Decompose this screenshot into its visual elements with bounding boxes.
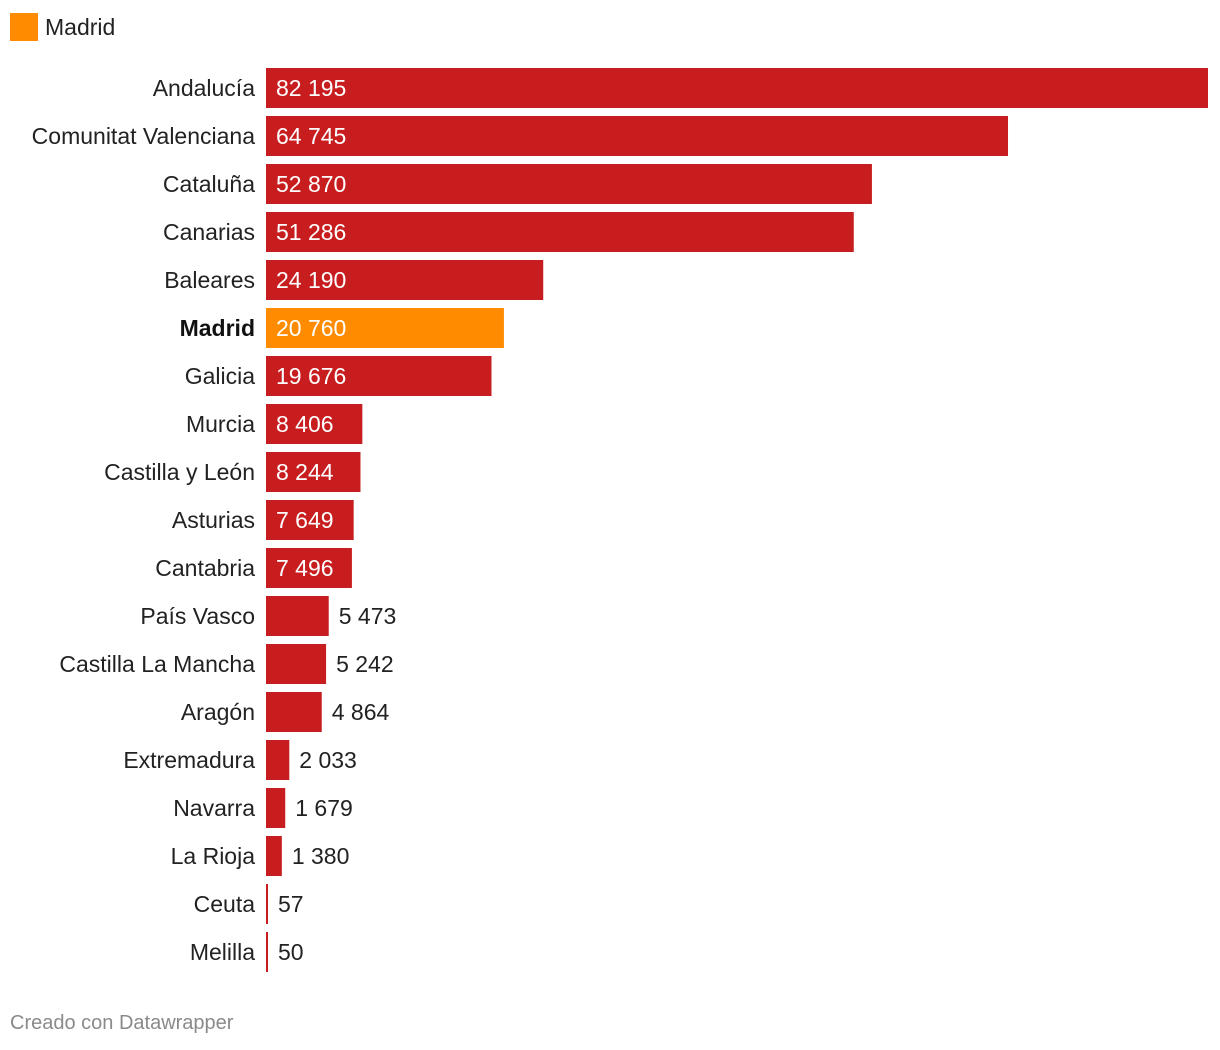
bar-3 [266,212,854,252]
bar-9 [266,500,354,540]
value-label: 19 676 [276,363,346,389]
value-label: 4 864 [332,699,390,725]
footer-credit[interactable]: Creado con Datawrapper [10,1012,234,1034]
bar-1 [266,116,1009,156]
bar-12 [266,644,327,684]
value-label: 52 870 [276,171,346,197]
value-label: 7 649 [276,507,334,533]
value-label: 2 033 [299,747,357,773]
bar-18 [266,932,268,972]
bar-14 [266,740,290,780]
category-label: La Rioja [171,843,256,869]
bar-chart: Andalucía 82 195 Comunitat Valenciana 64 74… [32,68,1208,972]
category-label: Cantabria [155,555,255,581]
value-label: 8 406 [276,411,334,437]
category-label: Navarra [173,795,255,821]
category-label: País Vasco [140,603,255,629]
value-label: 1 679 [295,795,353,821]
value-label: 1 380 [292,843,350,869]
category-label: Ceuta [194,891,256,917]
value-label: 57 [278,891,304,917]
category-label: Melilla [190,939,255,965]
bar-7 [266,404,363,444]
value-label: 8 244 [276,459,334,485]
bar-16 [266,836,282,876]
bar-11 [266,596,329,636]
value-label: 5 242 [336,651,394,677]
bar-13 [266,692,322,732]
category-label: Extremadura [123,747,255,773]
value-label: 50 [278,939,304,965]
value-label: 5 473 [339,603,397,629]
bar-10 [266,548,352,588]
bar-4 [266,260,544,300]
bar-17 [266,884,268,924]
legend: Madrid [10,12,115,42]
value-label: 51 286 [276,219,346,245]
category-label: Murcia [186,411,255,437]
value-label: 82 195 [276,75,346,101]
legend-swatch [10,13,38,41]
bar-0 [266,68,1208,108]
category-label: Asturias [172,507,255,533]
category-label: Castilla y León [104,459,255,485]
value-label: 7 496 [276,555,334,581]
bar-6 [266,356,492,396]
value-label: 64 745 [276,123,346,149]
category-label: Cataluña [163,171,255,197]
value-label: 24 190 [276,267,346,293]
value-label: 20 760 [276,315,346,341]
bar-2 [266,164,872,204]
bar-15 [266,788,286,828]
category-label: Galicia [185,363,256,389]
legend-label: Madrid [45,13,116,40]
category-label: Andalucía [153,75,256,101]
category-label: Comunitat Valenciana [32,123,256,149]
category-label: Aragón [181,699,255,725]
category-label: Baleares [164,267,255,293]
bar-5 [266,308,504,348]
bar-8 [266,452,361,492]
category-label: Madrid [180,315,255,341]
category-label: Canarias [163,219,255,245]
category-label: Castilla La Mancha [59,651,255,677]
